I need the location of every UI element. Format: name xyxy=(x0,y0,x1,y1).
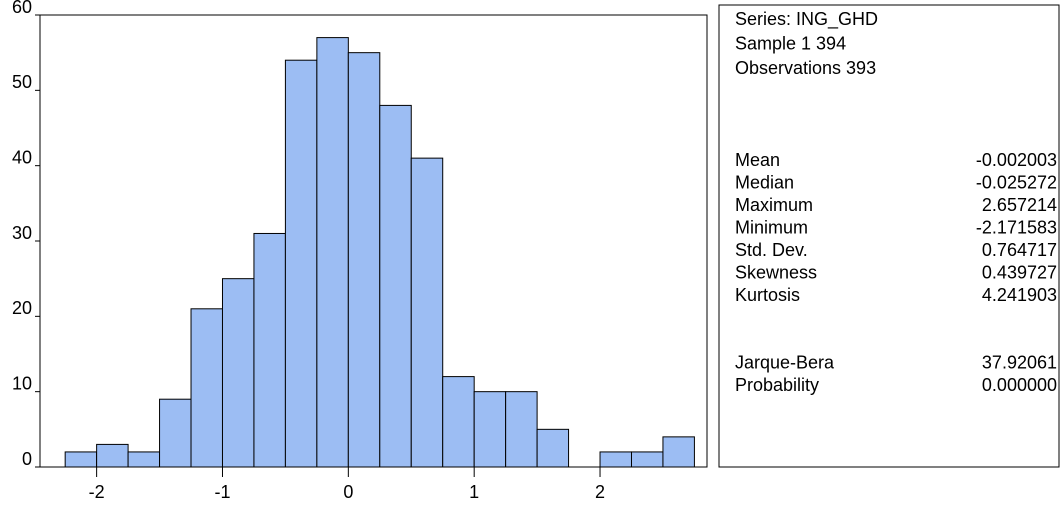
stat-label: Median xyxy=(735,172,794,192)
bar xyxy=(190,308,223,468)
x-tick-label: 0 xyxy=(343,482,353,502)
y-tick-label: 10 xyxy=(12,373,32,393)
stat-value: 37.92061 xyxy=(982,352,1057,372)
bar xyxy=(96,443,129,468)
bar xyxy=(442,376,475,468)
bar xyxy=(599,451,632,468)
bar xyxy=(316,37,349,468)
stat-value: -0.025272 xyxy=(976,172,1057,192)
stat-label: Maximum xyxy=(735,195,813,215)
stat-label: Mean xyxy=(735,150,780,170)
bar xyxy=(347,52,381,468)
bar xyxy=(221,278,255,468)
stat-label: Skewness xyxy=(735,262,817,282)
y-tick-label: 30 xyxy=(12,223,32,243)
stat-value: -2.171583 xyxy=(976,217,1057,237)
stats-box xyxy=(718,4,1060,468)
bar xyxy=(284,59,318,468)
y-tick-label: 20 xyxy=(12,298,32,318)
bar xyxy=(536,428,570,468)
stat-value: 0.439727 xyxy=(982,262,1057,282)
x-tick-label: -2 xyxy=(89,482,105,502)
bar xyxy=(662,436,695,468)
x-tick-label: -1 xyxy=(214,482,230,502)
bar xyxy=(410,157,444,468)
bar xyxy=(505,391,538,468)
stat-label: Minimum xyxy=(735,217,808,237)
stat-value: 2.657214 xyxy=(982,195,1057,215)
stat-label: Jarque-Bera xyxy=(735,352,835,372)
bar xyxy=(64,451,98,468)
x-tick-label: 2 xyxy=(595,482,605,502)
bar xyxy=(473,391,507,468)
stat-value: 0.000000 xyxy=(982,375,1057,395)
stats-header: Series: ING_GHD xyxy=(735,9,878,30)
y-tick-label: 40 xyxy=(12,147,32,167)
stat-value: 0.764717 xyxy=(982,240,1057,260)
y-tick-label: 50 xyxy=(12,72,32,92)
stat-label: Std. Dev. xyxy=(735,240,808,260)
stats-header: Observations 393 xyxy=(735,58,876,78)
stat-label: Kurtosis xyxy=(735,285,800,305)
stat-value: 4.241903 xyxy=(982,285,1057,305)
bar xyxy=(253,232,286,468)
bar xyxy=(379,104,412,468)
y-tick-label: 60 xyxy=(12,0,32,17)
bar xyxy=(127,451,161,468)
bar xyxy=(630,451,664,468)
bar xyxy=(159,398,192,468)
stat-label: Probability xyxy=(735,375,819,395)
y-tick-label: 0 xyxy=(22,449,32,469)
stats-header: Sample 1 394 xyxy=(735,33,846,53)
stat-value: -0.002003 xyxy=(976,150,1057,170)
x-tick-label: 1 xyxy=(469,482,479,502)
